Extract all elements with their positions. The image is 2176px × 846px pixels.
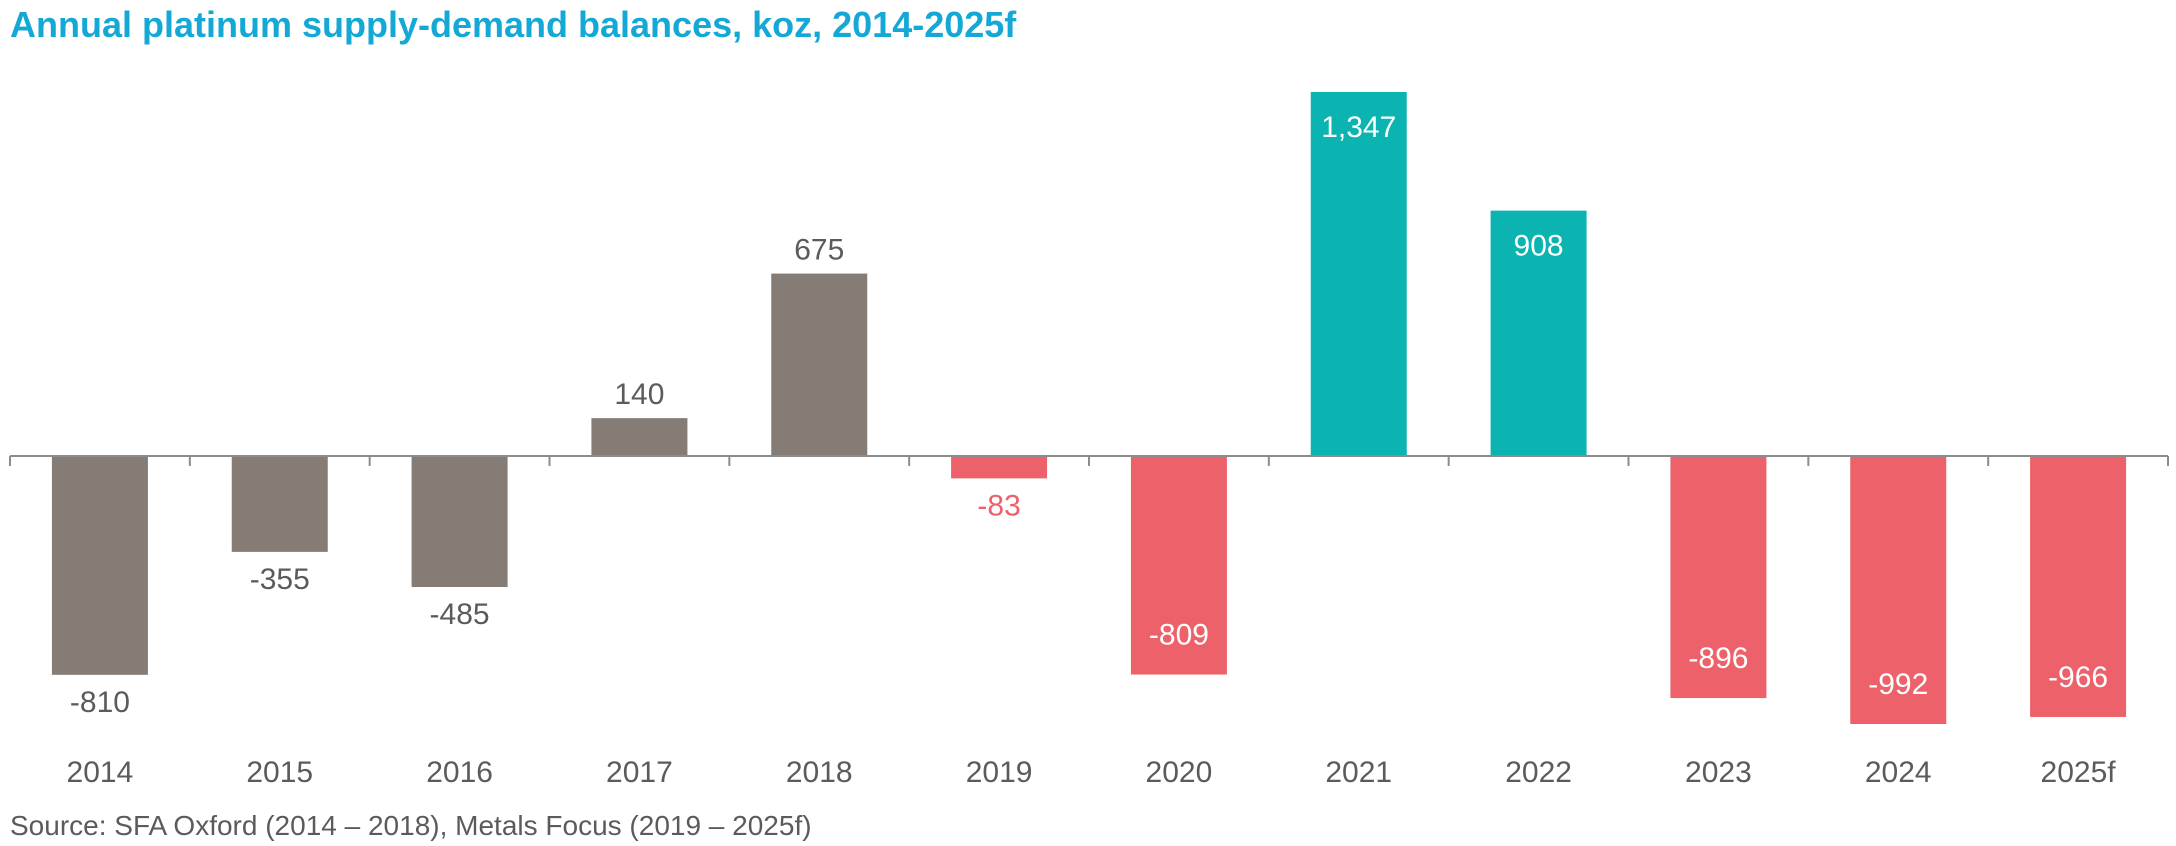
bar-2014 — [51, 455, 148, 675]
x-tick-label-2018: 2018 — [786, 756, 853, 789]
bar-2016 — [411, 455, 508, 588]
bar-2017 — [591, 418, 688, 456]
bar-2018 — [771, 273, 868, 456]
chart-title: Annual platinum supply-demand balances, … — [10, 4, 1017, 45]
bar-2023 — [1670, 455, 1767, 699]
axis-layer — [9, 454, 2169, 466]
x-tick-label-2022: 2022 — [1505, 756, 1572, 789]
bar-2021 — [1310, 92, 1407, 456]
value-label-2020: -809 — [1149, 619, 1209, 652]
x-tick-label-2014: 2014 — [67, 756, 134, 789]
x-tick-label-2015: 2015 — [246, 756, 313, 789]
x-tick-label-2020: 2020 — [1146, 756, 1213, 789]
value-label-2022: 908 — [1514, 230, 1564, 263]
x-tick-label-2017: 2017 — [606, 756, 673, 789]
value-label-2015: -355 — [250, 563, 310, 596]
x-tick-label-2025f: 2025f — [2041, 756, 2117, 789]
labels-layer: -810 2014 -355 2015 -485 2016 140 2017 675 2018 -8… — [67, 111, 2117, 789]
bar-2019 — [951, 455, 1048, 479]
bar-2015 — [231, 455, 328, 552]
bar-2024 — [1850, 455, 1947, 724]
value-label-2014: -810 — [70, 686, 130, 719]
bar-2020 — [1130, 455, 1227, 675]
value-label-2018: 675 — [794, 234, 844, 267]
value-label-2023: -896 — [1688, 642, 1748, 675]
value-label-2016: -485 — [430, 598, 490, 631]
x-tick-label-2024: 2024 — [1865, 756, 1932, 789]
source-note: Source: SFA Oxford (2014 – 2018), Metals… — [10, 810, 812, 841]
value-label-2017: 140 — [614, 378, 664, 411]
value-label-2024: -992 — [1868, 668, 1928, 701]
value-label-2025f: -966 — [2048, 661, 2108, 694]
bars-layer — [51, 92, 2127, 724]
x-tick-label-2021: 2021 — [1325, 756, 1392, 789]
bar-2022 — [1490, 210, 1587, 456]
value-label-2019: -83 — [977, 489, 1020, 522]
x-tick-label-2023: 2023 — [1685, 756, 1752, 789]
bar-2025f — [2030, 455, 2127, 717]
x-tick-label-2019: 2019 — [966, 756, 1033, 789]
value-label-2021: 1,347 — [1321, 111, 1396, 144]
x-tick-label-2016: 2016 — [426, 756, 493, 789]
